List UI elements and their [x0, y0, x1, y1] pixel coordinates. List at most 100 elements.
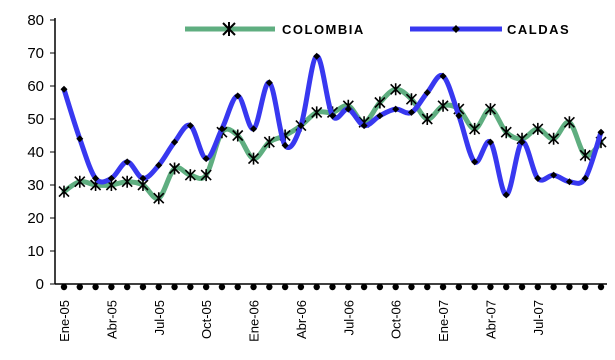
x-tick-mark — [171, 283, 178, 291]
x-tick-mark — [123, 283, 131, 291]
x-tick-mark — [60, 283, 68, 291]
data-point-caldas — [234, 92, 242, 100]
data-point-caldas — [550, 171, 558, 179]
y-tick-label: 10 — [27, 243, 44, 260]
data-point-caldas — [60, 85, 68, 93]
x-tick-mark — [471, 283, 478, 291]
data-point-caldas — [76, 135, 84, 143]
x-tick-label: Ene-06 — [247, 300, 262, 342]
x-tick-mark — [139, 283, 147, 291]
x-tick-mark — [376, 283, 384, 291]
y-tick-label: 80 — [27, 12, 44, 29]
data-point-colombia — [153, 192, 165, 205]
data-point-colombia — [121, 175, 133, 188]
data-point-colombia — [168, 162, 181, 175]
data-point-caldas — [107, 174, 115, 182]
y-tick-label: 40 — [27, 144, 44, 161]
data-point-caldas — [186, 122, 194, 130]
chart-series — [58, 52, 607, 205]
data-point-colombia — [437, 99, 449, 112]
x-tick-mark — [155, 283, 162, 291]
x-tick-mark — [202, 283, 210, 291]
y-tick-label: 30 — [27, 177, 44, 194]
x-tick-mark — [392, 283, 399, 291]
x-tick-mark — [281, 283, 289, 291]
data-point-colombia — [484, 103, 497, 116]
data-point-colombia — [579, 149, 591, 162]
data-point-caldas — [329, 112, 336, 120]
data-point-colombia — [58, 185, 70, 198]
x-tick-label: Abr-06 — [294, 300, 309, 339]
x-tick-mark — [92, 283, 99, 291]
x-tick-mark — [313, 283, 320, 291]
x-tick-mark — [566, 283, 573, 291]
data-point-caldas — [92, 174, 100, 182]
x-tick-mark — [76, 283, 83, 291]
data-point-caldas — [502, 191, 510, 199]
data-point-caldas — [407, 108, 415, 116]
x-tick-mark — [439, 283, 447, 291]
data-point-colombia — [563, 116, 575, 129]
x-tick-label: Abr-07 — [483, 300, 498, 339]
y-tick-label: 60 — [27, 78, 44, 95]
data-point-caldas — [597, 128, 605, 136]
data-point-caldas — [565, 178, 573, 186]
legend-label-caldas: CALDAS — [507, 22, 570, 37]
x-tick-mark — [518, 283, 526, 291]
x-tick-mark — [108, 283, 115, 291]
x-tick-mark — [234, 283, 241, 291]
x-tick-mark — [455, 283, 463, 291]
data-point-colombia — [374, 96, 386, 109]
series-caldas — [60, 52, 605, 199]
x-tick-mark — [266, 283, 273, 291]
legend-label-colombia: COLOMBIA — [282, 22, 365, 37]
x-tick-mark — [550, 283, 557, 291]
data-point-caldas — [218, 125, 226, 133]
data-point-caldas — [344, 105, 352, 113]
legend-marker-colombia — [222, 22, 236, 36]
chart-legend: COLOMBIA CALDAS — [185, 22, 570, 37]
y-tick-label: 0 — [36, 276, 44, 293]
x-tick-mark — [534, 283, 542, 291]
x-tick-mark — [297, 283, 305, 291]
data-point-colombia — [500, 126, 512, 139]
y-tick-label: 70 — [27, 45, 44, 62]
x-tick-mark — [187, 283, 194, 291]
data-point-caldas — [297, 122, 305, 130]
data-point-colombia — [421, 113, 433, 125]
x-tick-mark — [424, 283, 431, 291]
x-tick-mark — [582, 283, 589, 291]
data-point-caldas — [376, 112, 384, 120]
chart-axes: 0 10 20 30 40 50 60 70 80 Ene-05 Abr-05 Jul-05 Oct-0… — [27, 12, 607, 342]
data-point-caldas — [155, 161, 163, 169]
legend-marker-caldas — [452, 25, 460, 33]
data-point-colombia — [532, 122, 544, 135]
data-point-caldas — [518, 138, 526, 146]
y-tick-label: 50 — [27, 111, 44, 128]
data-point-caldas — [313, 52, 321, 60]
data-point-caldas — [123, 158, 131, 166]
series-line-caldas — [61, 53, 604, 198]
data-point-colombia — [311, 106, 323, 119]
x-tick-label: Jul-06 — [341, 300, 356, 335]
data-point-colombia — [390, 83, 402, 96]
data-point-colombia — [247, 152, 260, 165]
x-tick-mark — [597, 283, 605, 291]
x-tick-label: Oct-05 — [199, 300, 214, 339]
data-point-colombia — [263, 136, 275, 149]
y-tick-label: 20 — [27, 210, 44, 227]
data-point-colombia — [469, 122, 481, 135]
x-tick-label: Ene-07 — [436, 300, 451, 342]
data-point-caldas — [139, 174, 147, 182]
x-tick-label: Oct-06 — [389, 300, 404, 339]
x-tick-mark — [487, 283, 494, 291]
x-tick-label: Jul-07 — [531, 300, 546, 335]
data-point-caldas — [202, 155, 210, 163]
data-point-caldas — [171, 138, 179, 146]
x-tick-label: Abr-05 — [104, 300, 119, 339]
data-point-caldas — [360, 122, 368, 130]
data-point-caldas — [423, 89, 431, 97]
data-point-colombia — [184, 169, 196, 182]
data-point-colombia — [548, 132, 560, 145]
data-point-colombia — [405, 93, 418, 106]
